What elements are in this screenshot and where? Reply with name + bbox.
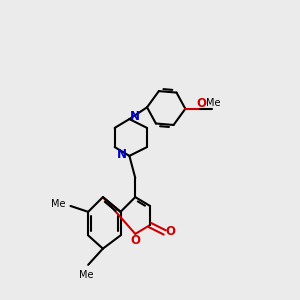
Text: O: O	[130, 234, 141, 247]
Text: O: O	[165, 225, 175, 239]
Text: Me: Me	[80, 270, 94, 280]
Text: Me: Me	[51, 200, 65, 209]
Text: N: N	[117, 148, 127, 161]
Text: Me: Me	[206, 98, 220, 109]
Text: N: N	[130, 110, 140, 123]
Text: O: O	[196, 97, 206, 110]
